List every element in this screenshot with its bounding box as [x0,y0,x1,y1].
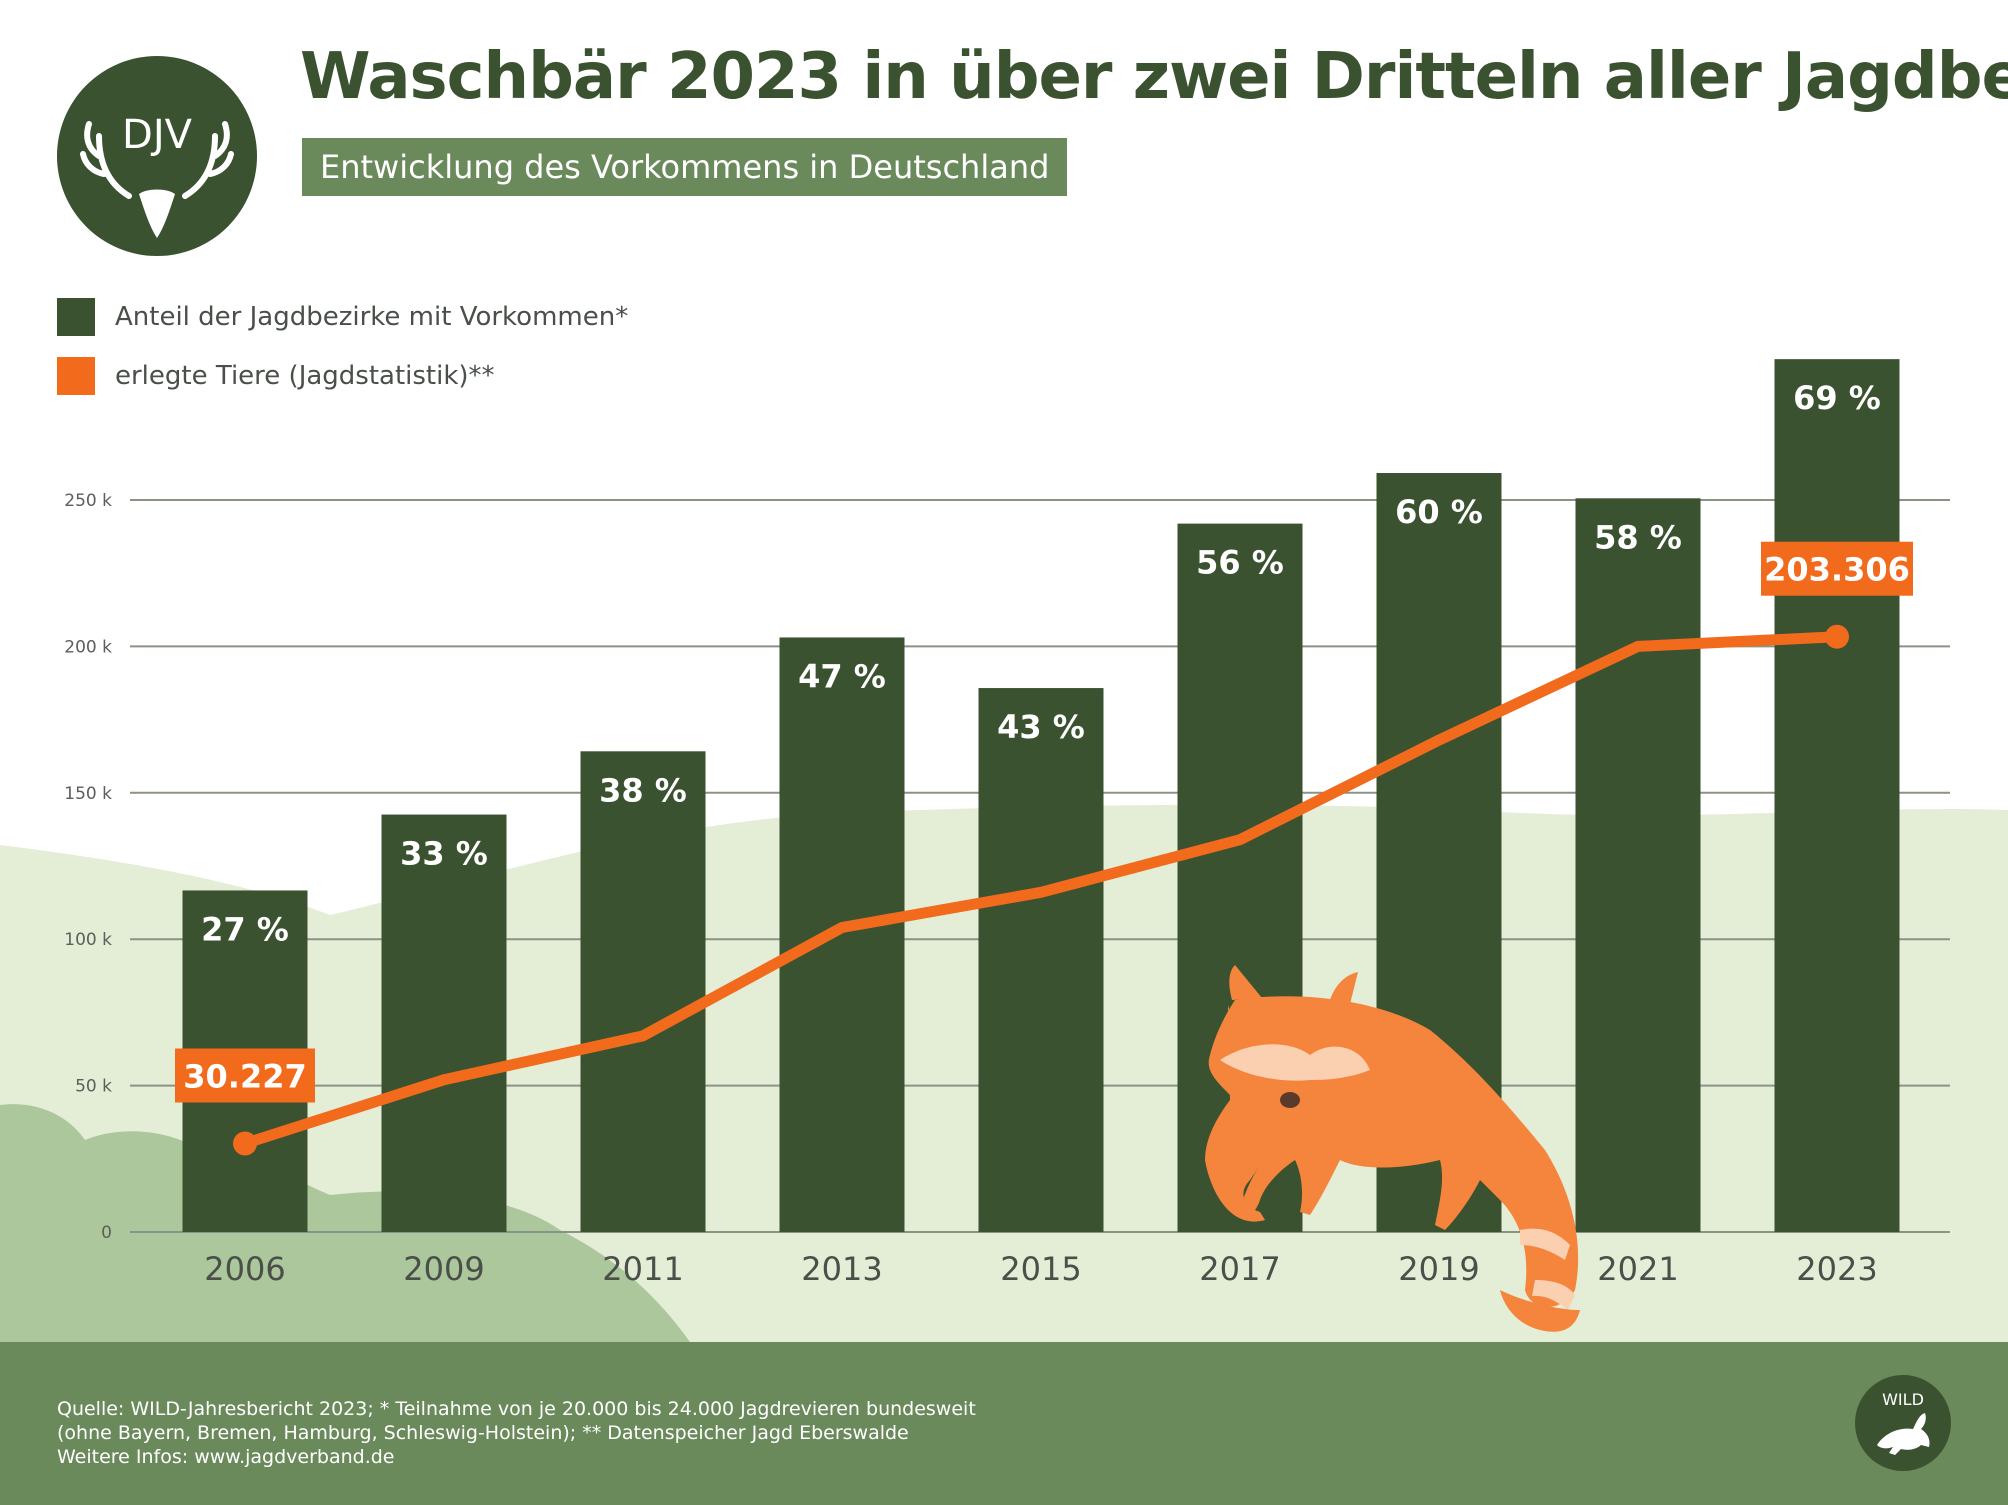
y-tick-label: 200 k [64,637,112,657]
background-bush [0,1104,690,1342]
bar-value-label: 27 % [201,910,289,948]
legend-swatch-line [57,357,95,395]
line-series [233,624,1849,1156]
source-line-3: Weitere Infos: www.jagdverband.de [57,1446,395,1468]
line-point [233,1131,257,1156]
chart-subtitle: Entwicklung des Vorkommens in Deutschlan… [302,138,1068,196]
y-tick-label: 50 k [75,1077,112,1097]
djv-logo-text: DJV [122,112,193,158]
legend-item-bars: Anteil der Jagdbezirke mit Vorkommen* [57,298,628,336]
line-path [239,631,1843,1149]
bar-value-label: 69 % [1793,379,1881,417]
line-value-label: 30.227 [183,1057,306,1095]
bar-value-label: 47 % [798,657,886,695]
hare-icon [1877,1413,1930,1455]
y-tick-label: 100 k [64,930,112,950]
legend-item-line: erlegte Tiere (Jagdstatistik)** [57,357,495,395]
line-point [1825,624,1849,649]
bar-value-label: 56 % [1196,544,1284,582]
bar-value-label: 60 % [1395,493,1483,531]
legend-label-line: erlegte Tiere (Jagdstatistik)** [115,361,495,391]
line-value-badge [1761,541,1913,596]
bar-value-label: 58 % [1594,518,1682,556]
x-tick-label: 2015 [1000,1250,1081,1288]
bar [580,751,706,1232]
source-line-2: (ohne Bayern, Bremen, Hamburg, Schleswig… [57,1422,909,1444]
bar-value-label: 38 % [599,771,687,809]
wild-logo-text: WILD [1882,1390,1924,1409]
data-labels: 27 % 2006 33 % 2009 38 % 2011 47 % 2013 43 % 2015… [175,379,1913,1288]
x-tick-label: 2006 [204,1250,285,1288]
x-tick-label: 2021 [1597,1250,1678,1288]
x-tick-label: 2009 [403,1250,484,1288]
y-tick-label: 250 k [64,491,112,511]
djv-logo: DJV [57,56,257,256]
bars [182,359,1900,1232]
x-tick-label: 2019 [1398,1250,1479,1288]
chart-title: Waschbär 2023 in über zwei Dritteln alle… [300,40,2008,114]
x-tick-label: 2013 [801,1250,882,1288]
footer-bar [0,1342,2008,1505]
bar [779,637,905,1232]
legend-label-bars: Anteil der Jagdbezirke mit Vorkommen* [115,302,629,332]
x-tick-label: 2011 [602,1250,683,1288]
bar-value-label: 33 % [400,835,488,873]
source-line-1: Quelle: WILD-Jahresbericht 2023; * Teiln… [57,1398,976,1420]
bar [1774,359,1900,1232]
bar-value-label: 43 % [997,708,1085,746]
wild-logo: WILD [1855,1375,1951,1471]
x-tick-label: 2017 [1199,1250,1280,1288]
bar [978,688,1104,1232]
source-note: Quelle: WILD-Jahresbericht 2023; * Teiln… [57,1397,976,1469]
y-tick-label: 150 k [64,784,112,804]
bar [381,814,507,1232]
legend-swatch-bars [57,298,95,336]
y-tick-label: 0 [101,1223,112,1243]
raccoon-illustration [1205,965,1580,1332]
x-tick-label: 2023 [1796,1250,1877,1288]
bar [1575,498,1701,1232]
line-value-badge [175,1048,315,1103]
line-value-label: 203.306 [1764,551,1910,589]
